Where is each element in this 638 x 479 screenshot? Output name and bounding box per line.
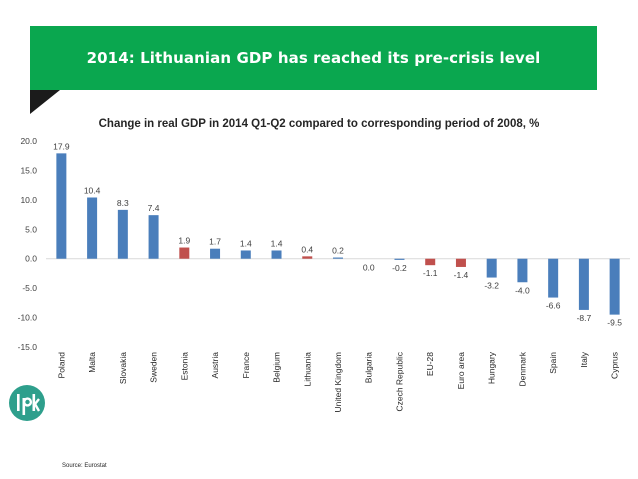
x-category-label: Lithuania xyxy=(302,352,312,387)
data-label: -6.6 xyxy=(546,301,561,311)
x-category-label: EU-28 xyxy=(425,352,435,376)
data-label: -1.1 xyxy=(423,268,438,278)
x-category-label: Bulgaria xyxy=(364,352,374,383)
bar-estonia xyxy=(179,247,190,259)
x-category-label: Slovakia xyxy=(118,352,128,384)
data-label: 10.4 xyxy=(84,186,101,196)
bar-slovakia xyxy=(117,209,128,259)
bar-italy xyxy=(578,258,589,310)
banner-title: 2014: Lithuanian GDP has reached its pre… xyxy=(86,49,541,67)
bar-euro-area xyxy=(455,258,466,267)
data-label: 17.9 xyxy=(53,141,70,151)
y-tick-label: 15.0 xyxy=(20,165,37,175)
x-category-label: Malta xyxy=(87,352,97,373)
x-category-label: Czech Republic xyxy=(394,351,404,411)
x-category-label: Estonia xyxy=(179,352,189,381)
data-label: 0.2 xyxy=(332,246,344,256)
y-tick-label: -10.0 xyxy=(18,313,38,323)
y-tick-label: 20.0 xyxy=(20,136,37,146)
x-category-label: Denmark xyxy=(517,351,527,386)
bar-austria xyxy=(210,248,221,259)
data-label: 1.9 xyxy=(178,236,190,246)
x-category-label: Hungary xyxy=(487,351,497,384)
data-label: 0.0 xyxy=(363,263,375,273)
x-category-label: Sweden xyxy=(149,352,159,383)
data-label: 1.4 xyxy=(240,238,252,248)
x-category-label: Spain xyxy=(548,352,558,374)
y-tick-label: 0.0 xyxy=(25,254,37,264)
bar-belgium xyxy=(271,250,282,259)
x-category-label: Italy xyxy=(579,351,589,367)
chart-title: Change in real GDP in 2014 Q1-Q2 compare… xyxy=(98,118,540,130)
data-label: -0.2 xyxy=(392,263,407,273)
bar-eu-28 xyxy=(425,258,436,266)
x-category-label: United Kingdom xyxy=(333,352,343,412)
title-banner: 2014: Lithuanian GDP has reached its pre… xyxy=(30,26,597,90)
x-category-label: Poland xyxy=(56,352,66,379)
data-label: 1.7 xyxy=(209,237,221,247)
y-tick-label: 5.0 xyxy=(25,224,37,234)
x-category-label: Belgium xyxy=(272,352,282,383)
bar-sweden xyxy=(148,215,159,259)
y-tick-label: 10.0 xyxy=(20,195,37,205)
y-tick-label: -15.0 xyxy=(18,342,38,352)
bar-cyprus xyxy=(609,258,620,315)
data-label: 1.4 xyxy=(271,238,283,248)
data-label: 8.3 xyxy=(117,198,129,208)
data-label: -1.4 xyxy=(454,270,469,280)
data-label: -3.2 xyxy=(484,281,499,291)
bar-spain xyxy=(548,258,559,298)
x-category-label: Euro area xyxy=(456,352,466,390)
bar-czech-republic xyxy=(394,258,405,260)
bar-france xyxy=(240,250,251,259)
bar-poland xyxy=(56,153,67,259)
bar-lithuania xyxy=(302,256,313,259)
data-label: 0.4 xyxy=(301,244,313,254)
x-category-label: France xyxy=(241,352,251,379)
data-label: -8.7 xyxy=(577,313,592,323)
y-tick-label: -5.0 xyxy=(22,283,37,293)
data-label: 7.4 xyxy=(148,203,160,213)
x-category-label: Austria xyxy=(210,352,220,379)
data-label: -4.0 xyxy=(515,285,530,295)
bar-denmark xyxy=(517,258,528,283)
source-note: Source: Eurostat xyxy=(62,463,107,469)
banner-fold xyxy=(30,90,60,114)
bar-malta xyxy=(87,197,98,259)
x-category-label: Cyprus xyxy=(610,352,620,379)
bar-hungary xyxy=(486,258,497,278)
bar-united-kingdom xyxy=(333,257,343,259)
data-label: -9.5 xyxy=(607,318,622,328)
lpk-logo-icon xyxy=(9,385,45,421)
